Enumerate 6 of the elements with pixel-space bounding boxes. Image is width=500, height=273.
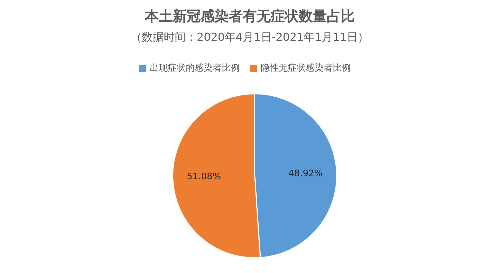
chart-subtitle: （数据时间：2020年4月1日-2021年1月11日） — [130, 30, 370, 45]
legend-label: 出现症状的感染者比例 — [150, 64, 240, 74]
data-label: 48.92% — [288, 169, 324, 180]
chart-title: 本土新冠感染者有无症状数量占比 — [144, 8, 356, 26]
legend-label: 隐性无症状感染者比例 — [261, 64, 351, 74]
data-label: 51.08% — [187, 172, 222, 183]
